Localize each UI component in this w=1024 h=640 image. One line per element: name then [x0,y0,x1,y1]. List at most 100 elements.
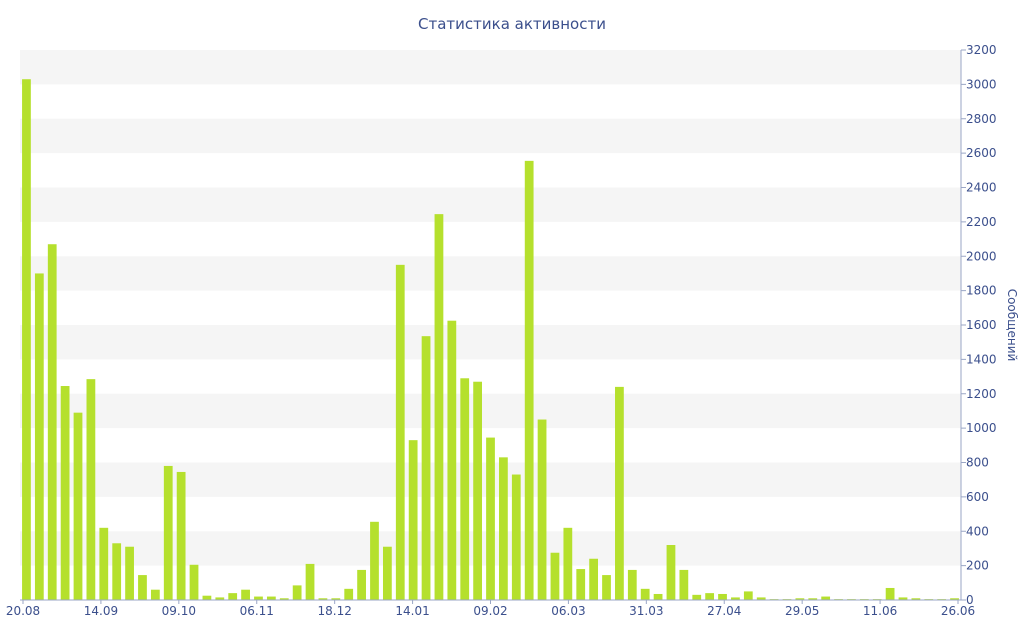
bar [163,465,173,600]
bar [395,264,405,600]
bar [885,587,895,600]
bar [241,589,250,600]
bar [370,521,379,600]
y-tick-label: 2200 [966,215,997,229]
bar [524,160,534,601]
bar [821,596,831,600]
bar [382,546,392,600]
bar [911,598,921,600]
grid-band [20,50,961,85]
grid-band [20,118,961,154]
bar [254,596,263,600]
x-tick-label: 14.01 [395,604,429,618]
bar [537,419,547,600]
bar [473,381,482,600]
bar [718,593,727,600]
bar [576,569,586,600]
bar [705,593,715,601]
bar [950,598,959,600]
x-tick-label: 18.12 [317,604,351,618]
x-tick-label: 06.11 [240,604,274,618]
y-tick-label: 2800 [966,112,997,126]
bar [460,378,470,600]
bar [99,527,109,600]
y-tick-labels: 0 200 400 600 800 1000 1200 1400 1600 1800 2000 220… [961,43,997,607]
y-tick-label: 1000 [966,421,997,435]
bar [305,563,315,600]
bar [421,336,431,600]
x-tick-label: 31.03 [629,604,663,618]
bar [202,595,212,600]
x-tick-label: 14.09 [84,604,118,618]
bar [22,79,31,601]
bar [550,552,560,600]
bar [112,543,122,600]
bar [731,597,740,600]
bar [292,585,302,600]
y-tick-label: 3000 [966,77,997,91]
x-tick-label: 26.06 [941,604,975,618]
bar [499,457,508,600]
bar [86,379,96,600]
bar [176,471,186,600]
x-tick-label: 09.10 [162,604,196,618]
bar [447,320,457,600]
bar [47,244,57,600]
bar [808,598,818,600]
bar [563,527,573,600]
bar [679,569,689,600]
x-tick-label: 20.08 [6,604,40,618]
bar [344,588,354,600]
y-tick-label: 1800 [966,284,997,298]
bar [189,564,199,600]
bar [627,569,637,600]
x-tick-label: 06.03 [551,604,585,618]
bar [138,575,147,600]
bar [318,598,328,600]
y-tick-label: 1600 [966,318,997,332]
grid-band [20,256,961,291]
y-tick-label: 2000 [966,249,997,263]
x-tick-label: 27.04 [707,604,741,618]
bar [511,474,521,600]
grid-band [20,325,961,360]
bars [22,79,959,601]
bar [228,593,238,601]
y-tick-label: 2400 [966,181,997,195]
bar [125,546,134,600]
bar [898,597,908,600]
y-tick-label: 1400 [966,352,997,366]
bar [653,593,663,600]
bar [589,558,599,600]
y-tick-label: 3200 [966,43,997,57]
y-tick-label: 800 [966,456,989,470]
bar [266,596,276,600]
bar [408,440,418,600]
y-tick-label: 2600 [966,146,997,160]
x-tick-labels: 20.08 14.09 09.10 06.11 18.12 14.01 09.02 06.03… [6,600,975,618]
bar [602,575,611,600]
bar [640,588,650,600]
bar [743,591,753,600]
chart-title: Статистика активности [418,15,606,33]
bar [692,594,702,600]
x-tick-label: 11.06 [863,604,897,618]
bar [615,386,624,601]
y-tick-label: 1200 [966,387,997,401]
bar [215,597,225,600]
bar [486,437,495,600]
bar [150,589,160,600]
bar [331,598,341,600]
bar [666,545,676,600]
x-tick-label: 29.05 [785,604,819,618]
y-tick-label: 0 [966,593,974,607]
y-axis-title: Сообщений [1005,289,1019,362]
bar [357,569,366,600]
y-tick-label: 200 [966,559,989,573]
bar [795,598,805,600]
y-tick-label: 600 [966,490,989,504]
bar [73,412,83,600]
grid-band [20,187,961,222]
bar [34,273,44,600]
